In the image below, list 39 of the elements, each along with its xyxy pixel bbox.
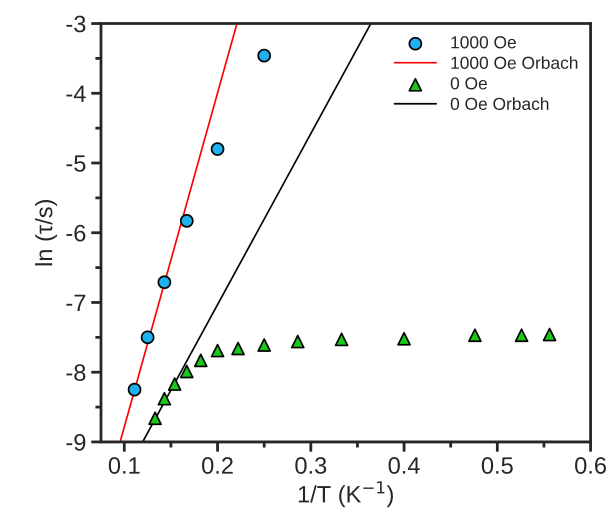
y-tick-label: -7: [66, 294, 86, 312]
x-tick-label: 0.1: [108, 457, 140, 474]
point: [468, 328, 482, 342]
point: [514, 328, 528, 342]
point: [334, 332, 348, 346]
point: [180, 364, 194, 378]
point: [158, 392, 172, 406]
legend-label: 1000 Oe Orbach: [451, 56, 578, 69]
point: [140, 330, 154, 344]
legend-label: 0 Oe: [450, 77, 487, 90]
x-tick-label: 0.6: [575, 457, 606, 474]
x-axis-title: 1/T (K$^{−1}$): [298, 481, 393, 508]
point: [210, 344, 224, 358]
y-tick-label: -5: [66, 155, 86, 172]
point: [231, 342, 245, 356]
y-tick-label: -8: [66, 364, 86, 381]
x-tick-label: 0.5: [482, 457, 513, 474]
y-axis-title: ln (τ/s): [35, 200, 58, 266]
point: [257, 48, 272, 62]
point: [257, 338, 272, 352]
point: [542, 328, 556, 342]
point: [168, 377, 182, 391]
point: [210, 142, 224, 156]
point: [397, 332, 411, 346]
legend-label: 1000 Oe: [451, 36, 516, 48]
point: [148, 411, 162, 426]
point: [290, 334, 305, 348]
y-tick-label: -3: [66, 16, 86, 32]
point: [180, 214, 194, 228]
point: [128, 382, 142, 396]
legend-label: 0 Oe Orbach: [450, 97, 548, 110]
y-tick-label: -6: [66, 224, 86, 242]
x-tick-label: 0.3: [295, 457, 326, 474]
x-tick-label: 0.2: [202, 457, 233, 474]
point: [194, 354, 208, 368]
x-tick-label: 0.4: [388, 457, 420, 474]
y-tick-label: -4: [66, 86, 86, 102]
y-tick-label: -9: [66, 434, 86, 451]
point: [158, 275, 172, 290]
